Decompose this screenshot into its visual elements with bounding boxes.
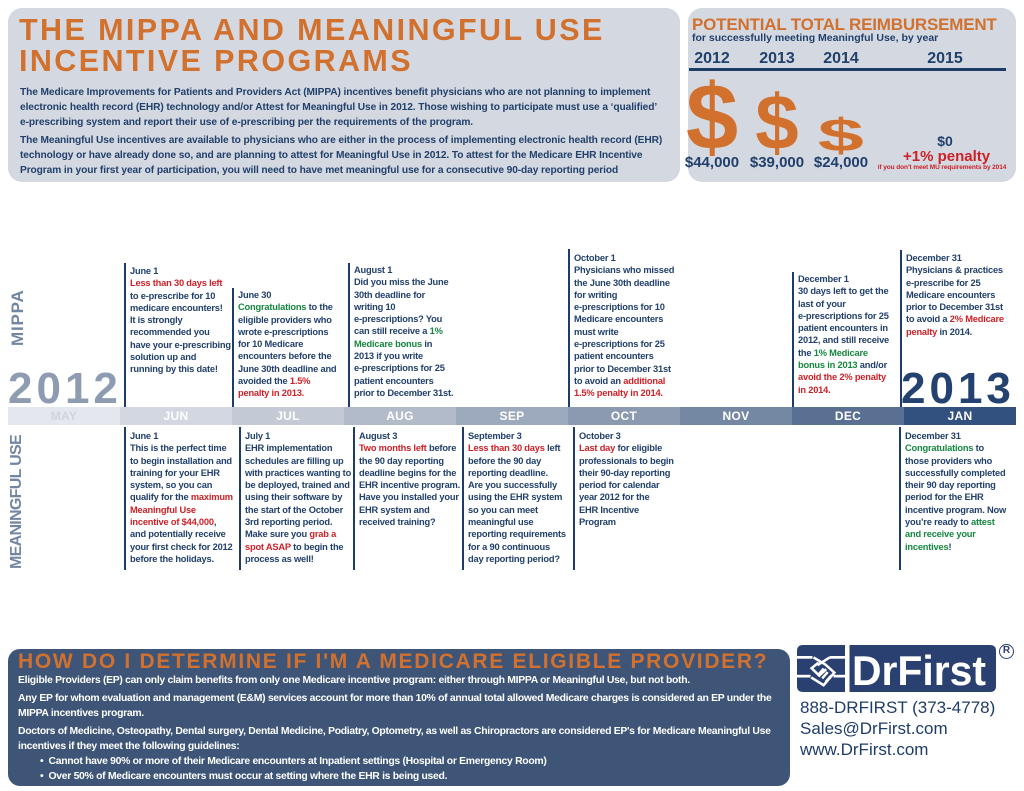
- svg-text:DrFirst: DrFirst: [852, 647, 986, 692]
